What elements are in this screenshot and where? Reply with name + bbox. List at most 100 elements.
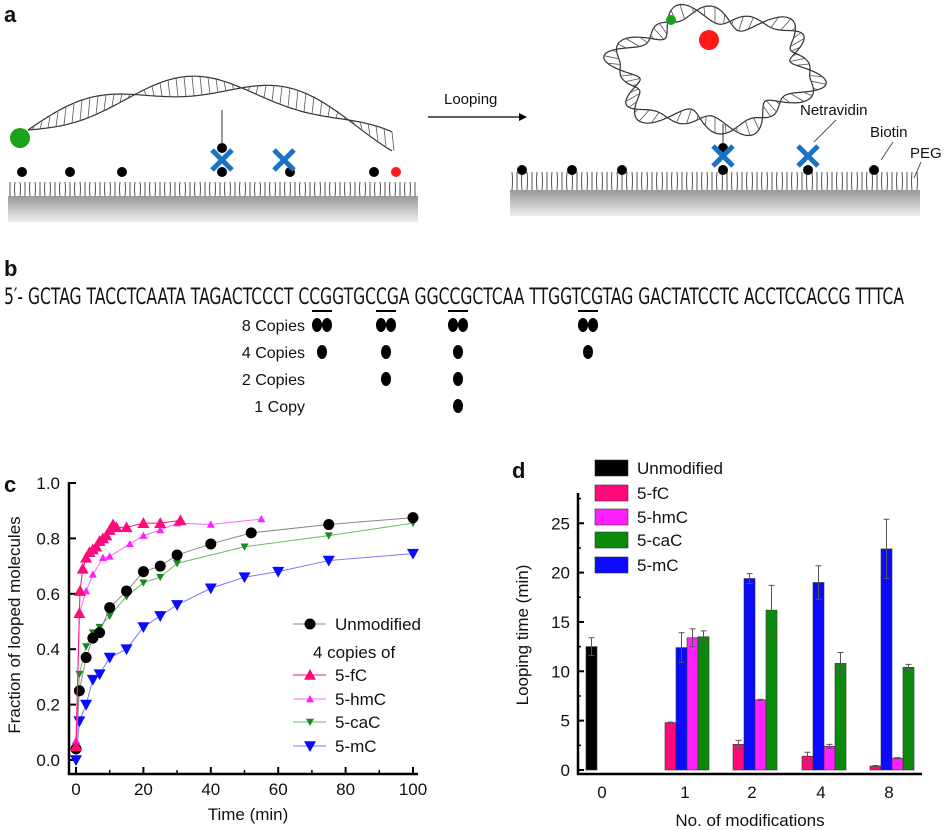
error-bar xyxy=(837,652,844,675)
biotin-dot xyxy=(617,165,627,175)
data-point xyxy=(80,551,93,563)
error-bar xyxy=(905,663,912,671)
error-bar xyxy=(872,765,879,768)
x-tick-label: 4 xyxy=(816,783,825,802)
copy-row-label: 4 Copies xyxy=(242,345,305,362)
y-tick-label: 0.6 xyxy=(36,585,60,604)
data-point xyxy=(139,531,148,539)
data-point xyxy=(137,517,150,528)
bar-5-hmc xyxy=(686,637,699,771)
error-bar xyxy=(588,637,595,657)
data-point xyxy=(322,555,335,567)
modification-dot xyxy=(376,318,386,332)
legend-item: 5-caC xyxy=(293,713,380,732)
peg-label: PEG xyxy=(910,145,942,162)
acceptor-fluorophore-left xyxy=(391,167,401,177)
y-tick-label: 0.4 xyxy=(36,640,60,659)
data-point xyxy=(93,669,106,681)
legend-item: 5-caC xyxy=(594,531,682,550)
legend-item: 5-fC xyxy=(293,666,367,685)
peg-chains xyxy=(9,181,416,197)
data-point xyxy=(105,552,114,560)
dna-strand xyxy=(27,75,393,133)
data-point xyxy=(306,718,314,726)
bar-5-cac xyxy=(697,636,710,771)
x-tick-label: 0 xyxy=(597,783,606,802)
peg-brush-right xyxy=(511,171,918,191)
data-point xyxy=(171,549,183,561)
data-point xyxy=(238,572,251,584)
modification-dot xyxy=(312,318,322,332)
data-point xyxy=(407,548,419,560)
data-point xyxy=(137,566,149,578)
data-point xyxy=(407,512,419,524)
dna-rungs xyxy=(603,4,827,136)
data-point xyxy=(154,517,167,528)
data-point xyxy=(70,740,82,751)
bar-unmodified xyxy=(585,646,598,771)
data-point xyxy=(272,566,285,578)
data-point xyxy=(100,529,113,541)
biotin-dot xyxy=(17,167,27,177)
x-tick-label: 8 xyxy=(884,783,893,802)
copy-row-label: 8 Copies xyxy=(242,318,305,335)
legend-item: 5-mC xyxy=(594,556,679,575)
surface-right xyxy=(510,190,920,216)
donor-fluorophore-left xyxy=(10,128,30,148)
legend-subtitle: 4 copies of xyxy=(313,643,395,662)
data-point xyxy=(139,579,148,587)
peg-brush-left xyxy=(9,181,416,197)
legend-item: Unmodified xyxy=(594,459,723,478)
biotin-dots xyxy=(17,143,879,177)
legend-swatch xyxy=(594,484,629,502)
legend-swatch xyxy=(594,531,629,549)
series-5-fc xyxy=(70,514,187,751)
netravidin-label: Netravidin xyxy=(800,102,868,119)
legend-swatch xyxy=(594,508,629,526)
biotin-dot xyxy=(803,165,813,175)
y-axis-label: Fraction of looped molecules xyxy=(5,516,24,733)
x-tick-label: 60 xyxy=(269,780,288,799)
bar-5-mc xyxy=(675,647,688,771)
modification-dot xyxy=(578,318,588,332)
x-axis-label: No. of modifications xyxy=(675,811,824,830)
error-bar xyxy=(757,698,764,701)
data-point xyxy=(156,526,165,534)
error-bar xyxy=(804,751,811,761)
y-tick-label: 0.8 xyxy=(36,529,60,548)
line-chart: 0 20 40 60 80 100 0.0 0.2 0.4 0.6 0.8 1.0 Time (min)… xyxy=(5,474,427,824)
data-point xyxy=(110,521,123,533)
data-point xyxy=(90,540,103,552)
panel-b: b 5′- GCTAG TACCTCAATA TAGACTCCCT CCGGTG… xyxy=(4,256,904,416)
x-tick-label: 40 xyxy=(201,780,220,799)
error-bar xyxy=(667,721,674,724)
modification-dot xyxy=(453,372,463,386)
error-bar xyxy=(689,628,696,648)
modification-dot xyxy=(322,318,332,332)
bar-5-hmc xyxy=(754,699,767,771)
error-bar xyxy=(883,518,890,580)
x-axis-label: Time (min) xyxy=(208,805,289,824)
data-point xyxy=(137,622,150,634)
copy-row-label: 1 Copy xyxy=(254,399,305,416)
modification-dot xyxy=(386,318,396,332)
legend-label: 5-caC xyxy=(637,531,682,550)
biotin-dot xyxy=(217,167,227,177)
data-point xyxy=(306,695,314,703)
biotin-dot xyxy=(369,167,379,177)
data-point xyxy=(103,524,116,535)
y-tick-label: 0 xyxy=(561,761,570,780)
series-5-mc xyxy=(70,548,419,766)
y-tick-label: 25 xyxy=(551,514,570,533)
dna-helix-looped xyxy=(603,3,827,144)
x-tick-label: 20 xyxy=(134,780,153,799)
data-point xyxy=(105,612,114,620)
legend-item: 5-hmC xyxy=(594,508,688,527)
legend-label: 5-mC xyxy=(335,737,377,756)
modification-dot xyxy=(317,345,327,359)
biotin-dot xyxy=(869,165,879,175)
data-point xyxy=(323,519,335,531)
biotin-dot xyxy=(65,167,75,177)
panel-a: a Looping Netravidin Biotin PEG xyxy=(4,2,942,222)
data-point xyxy=(104,602,116,614)
